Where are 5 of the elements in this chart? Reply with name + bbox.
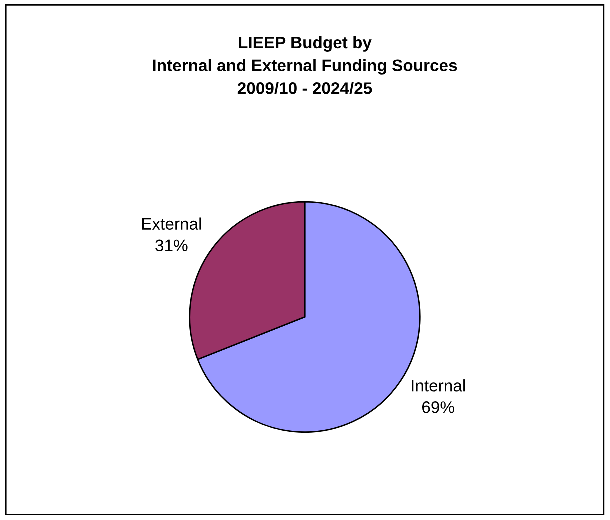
data-label: 69% bbox=[422, 402, 454, 414]
chart-title: LIEEP Budget by Internal and External Funding Sources 2009/10 - 2024/25 bbox=[153, 36, 458, 95]
data-label: 31% bbox=[156, 240, 188, 252]
slice-label: Internal bbox=[412, 380, 466, 392]
slice-label: External bbox=[142, 218, 202, 230]
